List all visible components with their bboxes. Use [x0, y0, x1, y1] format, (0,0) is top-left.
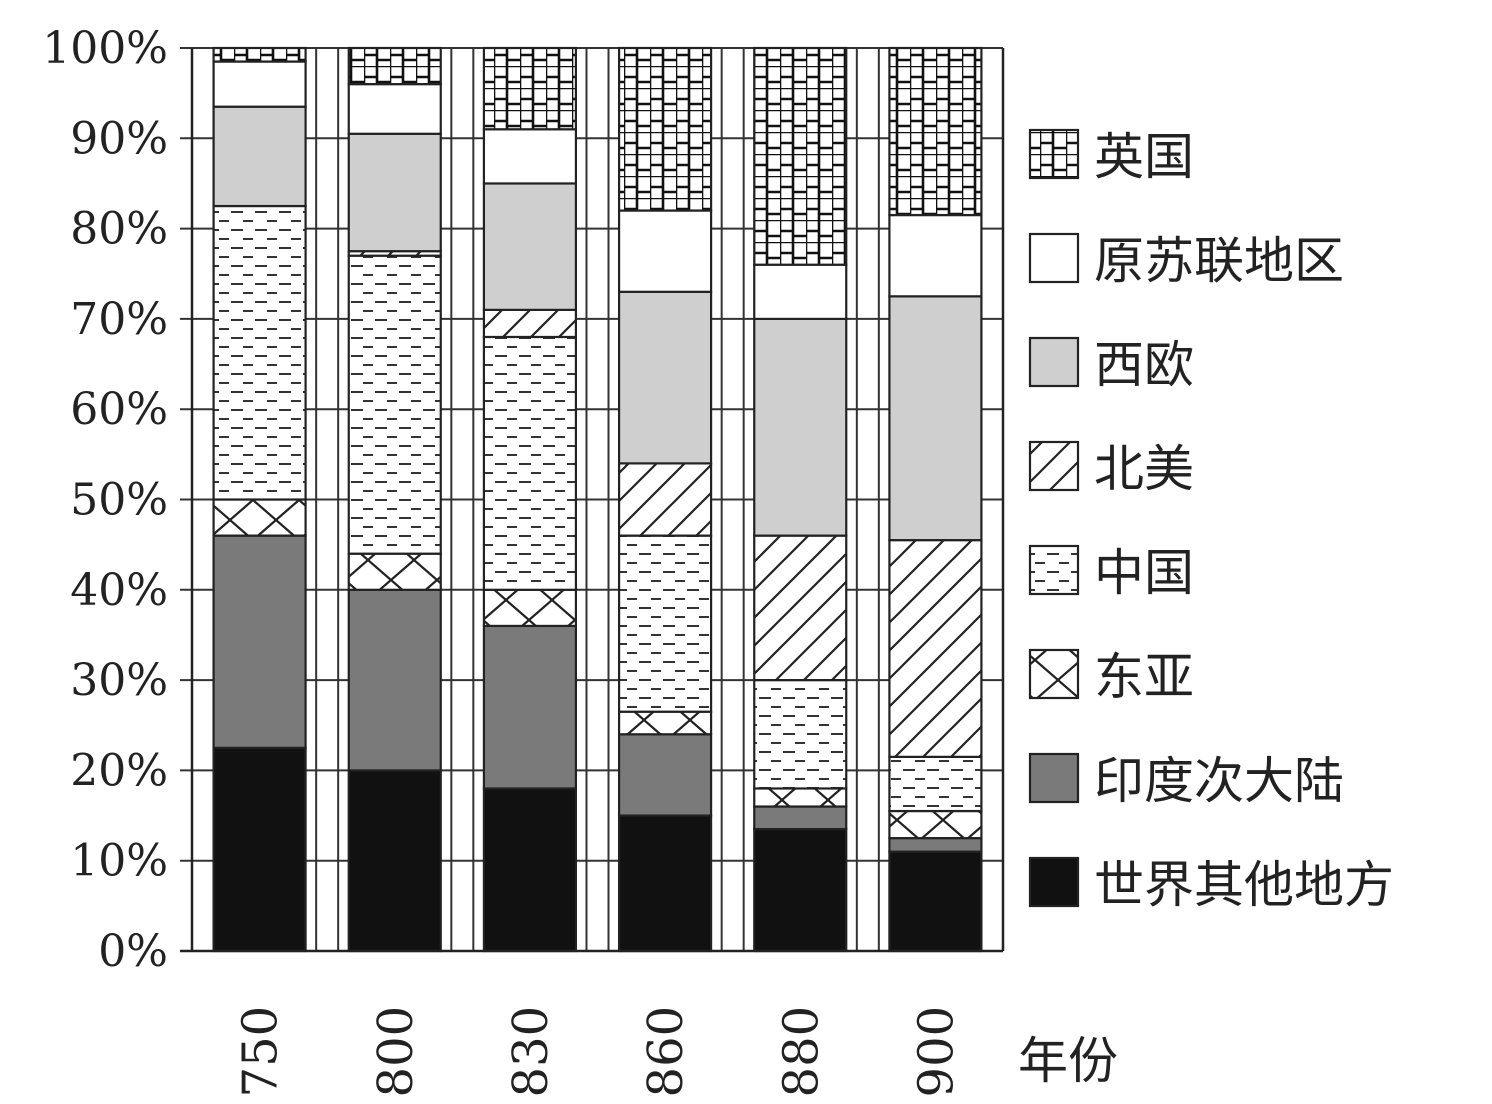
bar-segment-1900-2: [888, 809, 983, 840]
bar-segment-1830-6: [482, 128, 578, 185]
bar-segment-1830-2: [482, 588, 578, 628]
y-tick-label: 20%: [70, 745, 168, 796]
legend-label: 原苏联地区: [1094, 232, 1344, 290]
bar-segment-1880-5: [753, 317, 848, 537]
y-tick-label: 30%: [70, 655, 168, 706]
legend-swatch: [1028, 128, 1080, 180]
y-tick-label: 40%: [70, 565, 168, 616]
bar-segment-1860-4: [617, 462, 713, 537]
x-tick-label: 1880: [773, 1006, 829, 1104]
bar-segment-1750-2: [212, 498, 307, 537]
legend-swatch: [1028, 440, 1080, 492]
legend-swatch: [1028, 232, 1080, 284]
bar-segment-1900-4: [888, 539, 983, 758]
legend-label: 西欧: [1094, 336, 1194, 394]
bar-segment-1750-1: [212, 534, 307, 749]
x-tick-label: 1750: [233, 1006, 289, 1104]
legend-label: 印度次大陆: [1094, 752, 1344, 810]
legend-label: 东亚: [1094, 648, 1194, 706]
y-tick-label: 100%: [42, 23, 168, 74]
y-tick-label: 60%: [70, 384, 168, 435]
y-tick-label: 50%: [70, 475, 168, 526]
legend-swatch: [1028, 544, 1080, 596]
legend-label: 世界其他地方: [1094, 856, 1394, 914]
bar-segment-1750-3: [212, 204, 307, 501]
bar-segment-1750-0: [212, 746, 307, 953]
bar-segment-1900-3: [888, 755, 983, 813]
bar-segment-1860-0: [617, 814, 713, 953]
bar-segment-1900-1: [888, 837, 983, 853]
bar-segment-1860-1: [617, 733, 713, 817]
bar-segment-1880-4: [753, 534, 848, 682]
bar-segment-1900-7: [888, 46, 983, 217]
legend-swatch: [1028, 752, 1080, 804]
x-axis-category-labels: 1750 1800 1830 1860 1880 1900: [233, 1006, 965, 1104]
bar-segment-1860-5: [617, 290, 713, 465]
bar-segment-1750-7: [212, 46, 307, 63]
bar-segment-1830-0: [482, 787, 578, 953]
bar-segment-1830-4: [482, 308, 578, 339]
x-tick-label: 1800: [368, 1006, 424, 1104]
bar-segment-1800-1: [347, 588, 442, 772]
bar-segment-1900-0: [888, 850, 983, 953]
column-separators: [315, 48, 880, 951]
bar-segment-1900-6: [888, 213, 983, 298]
bar-segment-1800-5: [347, 132, 442, 253]
y-tick-label: 0%: [98, 926, 168, 977]
bar-segment-1800-6: [347, 83, 442, 135]
bar-segment-1880-0: [753, 827, 848, 953]
y-axis-tick-labels: 0% 10% 20% 30% 40% 50% 60% 70% 80% 90% 100%: [42, 23, 168, 977]
legend-label: 北美: [1094, 440, 1194, 498]
y-tick-label: 10%: [70, 836, 168, 887]
y-tick-label: 90%: [70, 113, 168, 164]
bar-segment-1860-2: [617, 710, 713, 736]
x-tick-label: 1900: [908, 1006, 964, 1104]
bar-segment-1860-3: [617, 534, 713, 713]
bars: [212, 46, 983, 953]
legend-label: 英国: [1094, 128, 1194, 186]
bar-segment-1800-2: [347, 552, 442, 591]
bar-segment-1830-5: [482, 182, 578, 311]
legend-label: 中国: [1094, 544, 1194, 602]
bar-segment-1800-0: [347, 769, 442, 953]
bar-segment-1750-5: [212, 105, 307, 208]
bar-segment-1800-3: [347, 254, 442, 555]
bar-segment-1880-7: [753, 46, 848, 266]
bar-segment-1830-3: [482, 335, 578, 591]
bar-segment-1880-3: [753, 678, 848, 790]
bar-segment-1830-7: [482, 46, 578, 131]
bar-segment-1880-2: [753, 787, 848, 808]
bar-segment-1750-6: [212, 60, 307, 108]
legend-swatch: [1028, 336, 1080, 388]
y-tick-label: 80%: [70, 204, 168, 255]
bar-segment-1860-6: [617, 209, 713, 293]
x-tick-label: 1830: [503, 1006, 559, 1104]
bar-segment-1800-7: [347, 46, 442, 86]
legend-swatch: [1028, 856, 1080, 908]
bar-segment-1830-1: [482, 624, 578, 790]
bar-segment-1880-1: [753, 805, 848, 831]
y-tick-label: 70%: [70, 294, 168, 345]
legend-swatch: [1028, 648, 1080, 700]
bar-segment-1900-5: [888, 295, 983, 542]
x-axis-label: 年份: [1018, 1032, 1118, 1090]
bar-segment-1860-7: [617, 46, 713, 212]
x-tick-label: 1860: [638, 1006, 694, 1104]
bar-segment-1880-6: [753, 263, 848, 321]
